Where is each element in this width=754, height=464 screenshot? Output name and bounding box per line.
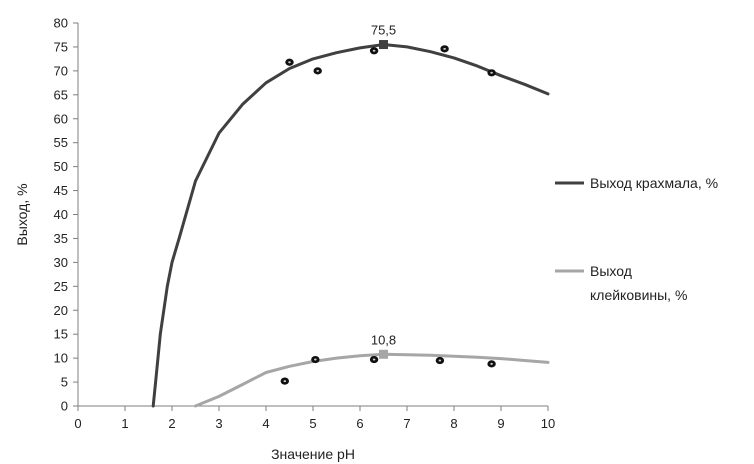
peak-marker-0 [379, 40, 388, 50]
y-tick-label: 20 [54, 303, 68, 318]
x-tick-label: 7 [403, 416, 410, 431]
data-point-highlight [438, 359, 442, 362]
peak-label-1: 10,8 [371, 332, 396, 347]
x-tick-label: 10 [541, 416, 555, 431]
axes [77, 23, 548, 407]
y-tick-label: 60 [54, 111, 68, 126]
x-axis-title: Значение pH [271, 446, 355, 462]
data-point-highlight [316, 69, 320, 72]
x-tick-label: 9 [497, 416, 504, 431]
y-tick-label: 0 [61, 399, 68, 414]
x-tick-label: 2 [168, 416, 175, 431]
y-axis-title: Выход, % [14, 183, 30, 245]
series-line-1 [194, 352, 550, 408]
x-tick-label: 4 [262, 416, 269, 431]
peak-label-0: 75,5 [371, 23, 396, 38]
series-line-0 [151, 43, 550, 408]
y-tick-label: 40 [54, 207, 68, 222]
data-point-highlight [288, 61, 291, 64]
y-tick-label: 80 [54, 16, 68, 31]
y-tick-label: 75 [54, 39, 68, 54]
x-tick-label: 8 [450, 416, 457, 431]
data-point-highlight [314, 358, 317, 361]
series-layer [151, 43, 550, 408]
x-tick-label: 0 [74, 416, 81, 431]
data-point-highlight [372, 358, 376, 361]
x-tick-label: 3 [215, 416, 222, 431]
y-tick-label: 45 [54, 183, 68, 198]
peak-marker-1 [379, 349, 388, 359]
data-point-highlight [443, 47, 446, 50]
y-tick-label: 70 [54, 63, 68, 78]
legend-label-1: клейковины, % [590, 287, 687, 303]
y-tick-label: 50 [54, 159, 68, 174]
data-point-highlight [490, 362, 493, 365]
data-point-highlight [283, 380, 287, 383]
legend-label-1: Выход [590, 263, 632, 279]
y-tick-label: 30 [54, 255, 68, 270]
data-point-highlight [490, 71, 493, 74]
y-tick-label: 35 [54, 231, 68, 246]
y-tick-label: 25 [54, 279, 68, 294]
x-tick-label: 5 [309, 416, 316, 431]
legend: Выход крахмала, % Выход клейковины, % [555, 175, 718, 303]
x-axis-ticks: 0 1 2 3 4 5 6 7 8 9 10 [74, 406, 555, 431]
y-tick-label: 15 [54, 327, 68, 342]
legend-label-0: Выход крахмала, % [590, 175, 718, 191]
y-tick-label: 10 [54, 351, 68, 366]
peaks-layer: 75,5 10,8 [371, 23, 396, 359]
y-tick-label: 65 [54, 87, 68, 102]
x-tick-label: 1 [121, 416, 128, 431]
data-point-highlight [372, 49, 376, 52]
points-layer [280, 45, 496, 385]
y-tick-label: 5 [61, 375, 68, 390]
y-axis-ticks: 0 5 10 15 20 25 30 35 40 45 50 55 60 65 70 75 80 [54, 16, 78, 414]
y-tick-label: 55 [54, 135, 68, 150]
x-tick-label: 6 [356, 416, 363, 431]
